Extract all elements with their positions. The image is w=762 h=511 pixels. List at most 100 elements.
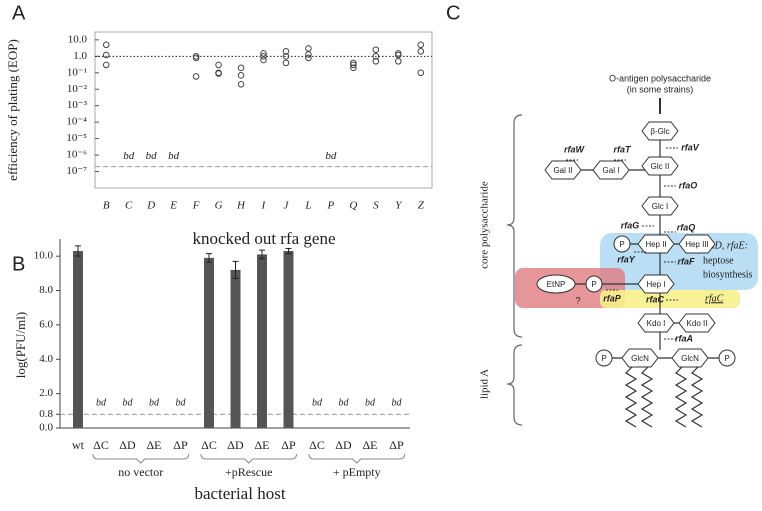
gene-label: rfaW <box>564 144 586 154</box>
x-tick-label: ΔD <box>227 438 244 452</box>
point <box>260 53 267 60</box>
point <box>350 59 357 67</box>
value-label: bd <box>365 398 376 409</box>
point <box>350 61 357 69</box>
x-tick-label: Q <box>349 200 357 212</box>
x-tick-label: E <box>169 200 177 212</box>
region-label: lipid A <box>479 369 491 399</box>
x-tick-label: ΔC <box>93 438 109 452</box>
node-label: Glc II <box>651 162 670 171</box>
note: heptose <box>703 255 734 266</box>
node-label: EtNP <box>547 280 566 289</box>
panel-label: A <box>12 2 26 24</box>
bar <box>230 269 241 428</box>
node-shape <box>544 160 582 180</box>
x-tick-label: ΔD <box>119 438 136 452</box>
x-tick-label: ΔP <box>173 438 188 452</box>
panel-label: C <box>446 2 460 24</box>
node-shape <box>678 234 716 254</box>
node-label: P <box>591 280 596 289</box>
point <box>282 48 290 55</box>
node-label: Kdo II <box>687 319 708 328</box>
y-tick-label: 10⁻² <box>67 83 88 95</box>
gene-label: rfaO <box>679 180 698 190</box>
y-tick-label: 8.0 <box>39 284 53 296</box>
x-tick-label: ΔD <box>335 438 352 452</box>
x-tick-label: ΔP <box>281 438 296 452</box>
error-bar <box>259 249 265 260</box>
y-axis-label: log(PFU/ml) <box>13 312 28 378</box>
bar <box>283 251 294 428</box>
y-tick-label: 2.0 <box>39 387 53 399</box>
y-tick-label: 0.8 <box>39 408 53 420</box>
x-axis-label: knocked out rfa gene <box>192 229 335 248</box>
point <box>102 51 110 59</box>
point <box>192 73 200 80</box>
point <box>350 64 357 72</box>
node-shape <box>718 349 736 367</box>
region-rfaC <box>600 290 740 308</box>
x-tick-label: I <box>261 200 267 212</box>
node-shape <box>621 348 659 368</box>
y-tick-label: 1.0 <box>73 50 87 62</box>
error-bar <box>75 245 81 257</box>
gene-label: rfaV <box>681 142 700 152</box>
node-label: Hep III <box>685 240 709 249</box>
y-tick-label: 10⁻³ <box>67 99 88 111</box>
point <box>417 69 425 77</box>
x-tick-label: P <box>327 200 335 212</box>
point <box>395 51 402 59</box>
group-label: +pRescue <box>225 465 272 479</box>
note: rfaD, rfaE: <box>703 240 748 251</box>
x-tick-label: wt <box>72 438 85 452</box>
node-label: Glc I <box>652 202 668 211</box>
value-label: bd <box>312 398 323 409</box>
node-label: Gal I <box>603 166 620 175</box>
gene-label: rfaC <box>646 294 665 304</box>
point <box>417 41 425 49</box>
point <box>260 50 267 57</box>
x-tick-label: B <box>103 200 110 212</box>
point <box>215 61 222 69</box>
point <box>192 54 200 62</box>
x-tick-label: L <box>304 200 311 212</box>
y-tick-label: 10⁻⁵ <box>66 132 87 144</box>
node-shape <box>641 196 679 216</box>
node-shape <box>641 121 679 141</box>
point <box>237 72 245 79</box>
y-tick-label: 10.0 <box>68 33 88 45</box>
value-label: bd <box>168 150 180 162</box>
plot-frame <box>94 31 433 189</box>
bar <box>204 257 214 428</box>
panel-label: B <box>12 253 25 275</box>
y-tick-label: 6.0 <box>39 318 53 330</box>
y-tick-label: 10⁻⁶ <box>66 149 87 161</box>
value-label: bd <box>96 398 107 409</box>
value-label: bd <box>123 398 134 409</box>
x-tick-label: ΔC <box>309 438 325 452</box>
node-label: GlcN <box>681 354 699 363</box>
node-label: P <box>724 354 729 363</box>
point <box>305 45 312 52</box>
node-shape <box>536 274 576 294</box>
x-tick-label: ΔE <box>254 438 269 452</box>
region-label: core polysaccharide <box>479 181 491 269</box>
point <box>237 80 245 88</box>
bar <box>257 254 267 428</box>
gene-label: rfaQ <box>677 222 696 232</box>
value-label: bd <box>146 150 158 162</box>
error-bar <box>206 253 212 263</box>
top-label: (in some strains) <box>627 84 694 94</box>
point <box>372 57 380 65</box>
error-bar <box>232 260 239 280</box>
node-label: P <box>619 240 624 249</box>
group-label: no vector <box>118 465 163 479</box>
gene-label: rfaY <box>617 254 636 264</box>
node-shape <box>678 313 716 333</box>
y-tick-label: 10⁻⁷ <box>66 165 87 177</box>
x-tick-label: D <box>146 200 155 212</box>
x-tick-label: ΔC <box>201 438 217 452</box>
node-label: Kdo I <box>647 319 666 328</box>
point <box>417 48 425 55</box>
